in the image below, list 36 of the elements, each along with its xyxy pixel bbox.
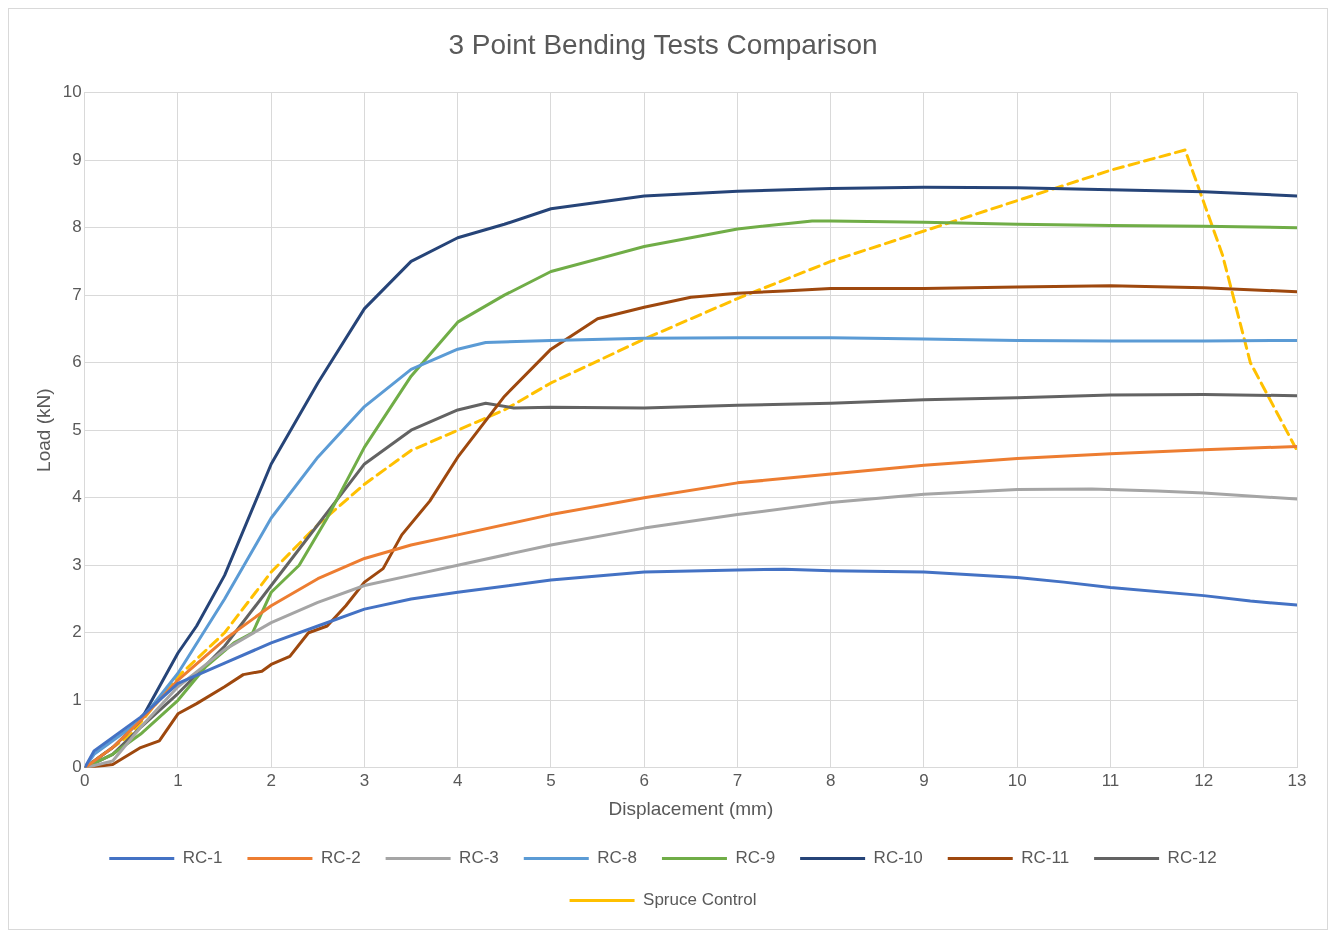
y-tick-label: 9 <box>72 149 82 169</box>
y-tick-label: 7 <box>72 284 82 304</box>
x-tick-label: 6 <box>639 770 649 790</box>
y-tick-label: 8 <box>72 217 82 237</box>
legend-label: RC-11 <box>1021 848 1070 868</box>
x-tick-label: 5 <box>546 770 556 790</box>
x-tick-label: 11 <box>1101 770 1120 790</box>
y-tick-label: 0 <box>72 757 82 777</box>
chart-title: 3 Point Bending Tests Comparison <box>448 28 878 60</box>
y-tick-label: 5 <box>72 419 82 439</box>
x-tick-label: 12 <box>1194 770 1214 790</box>
y-tick-label: 4 <box>72 487 82 507</box>
x-tick-label: 4 <box>452 770 463 790</box>
legend-label: RC-2 <box>320 848 361 868</box>
x-axis-title: Displacement (mm) <box>608 797 774 819</box>
legend-label: RC-1 <box>182 848 223 868</box>
y-tick-label: 6 <box>72 352 82 372</box>
y-tick-label: 1 <box>72 689 82 709</box>
x-tick-label: 1 <box>173 770 183 790</box>
x-tick-label: 7 <box>732 770 743 790</box>
legend-label: Spruce Control <box>643 890 757 910</box>
legend-label: RC-9 <box>735 848 776 868</box>
y-axis-title: Load (kN) <box>32 388 54 472</box>
x-tick-label: 2 <box>266 770 276 790</box>
x-tick-label: 13 <box>1287 770 1307 790</box>
y-tick-label: 2 <box>72 622 82 642</box>
legend-label: RC-8 <box>597 848 637 868</box>
x-tick-label: 8 <box>826 770 836 790</box>
x-tick-label: 9 <box>919 770 929 790</box>
x-tick-label: 10 <box>1007 770 1027 790</box>
legend-label: RC-10 <box>873 848 923 868</box>
y-tick-label: 3 <box>72 554 82 574</box>
legend-label: RC-3 <box>459 848 499 868</box>
x-tick-label: 3 <box>359 770 370 790</box>
y-tick-label: 10 <box>62 82 82 102</box>
legend-label: RC-12 <box>1167 848 1217 868</box>
